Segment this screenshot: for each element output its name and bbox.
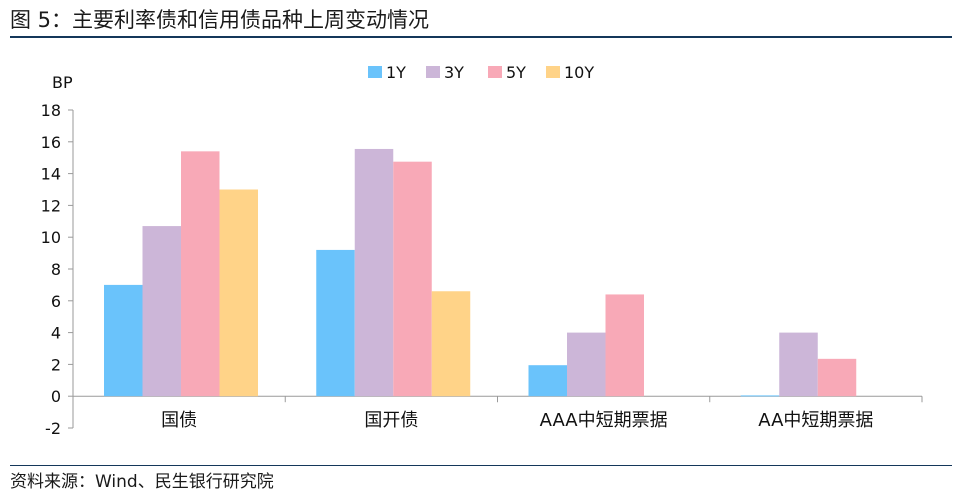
legend-swatch bbox=[546, 66, 560, 78]
bar-1Y-2 bbox=[316, 249, 355, 397]
legend-swatch bbox=[488, 66, 502, 78]
legend-label: 3Y bbox=[444, 63, 464, 82]
bar-1Y-4 bbox=[740, 395, 780, 397]
legend-label: 10Y bbox=[564, 63, 594, 82]
y-tick-label: 4 bbox=[51, 324, 61, 343]
y-tick-label: 18 bbox=[41, 101, 61, 120]
legend-swatch bbox=[368, 66, 382, 78]
bar-5Y-1 bbox=[181, 151, 220, 397]
y-tick-label: 0 bbox=[51, 387, 61, 406]
bar-1Y-1 bbox=[104, 284, 143, 397]
bar-10Y-1 bbox=[219, 189, 258, 397]
y-tick-label: 14 bbox=[41, 165, 61, 184]
x-category-label: 国债 bbox=[161, 410, 197, 431]
source-rule bbox=[10, 465, 952, 466]
y-tick-label: 2 bbox=[51, 355, 61, 374]
y-tick-label: 10 bbox=[41, 228, 61, 247]
bar-5Y-4 bbox=[817, 358, 857, 397]
bar-5Y-2 bbox=[393, 161, 432, 397]
bar-3Y-4 bbox=[779, 332, 818, 397]
y-tick-label: 8 bbox=[51, 260, 61, 279]
bar-5Y-3 bbox=[605, 294, 644, 397]
bar-3Y-1 bbox=[142, 226, 181, 397]
legend-label: 5Y bbox=[506, 63, 526, 82]
bar-3Y-2 bbox=[354, 148, 394, 397]
y-tick-label: 12 bbox=[41, 196, 61, 215]
chart-legend: 1Y 3Y 5Y 10Y bbox=[368, 63, 594, 82]
bar-1Y-3 bbox=[528, 365, 567, 397]
legend-label: 1Y bbox=[386, 63, 406, 82]
bar-3Y-3 bbox=[567, 332, 606, 397]
y-tick-label: 16 bbox=[41, 133, 61, 152]
bar-10Y-2 bbox=[431, 291, 471, 397]
chart-bars bbox=[104, 148, 857, 397]
y-tick-label: 6 bbox=[51, 292, 61, 311]
x-category-label: AAA中短期票据 bbox=[540, 410, 668, 431]
y-tick-label: -2 bbox=[45, 419, 61, 438]
legend-swatch bbox=[426, 66, 440, 78]
title-rule bbox=[10, 36, 952, 38]
x-category-label: 国开债 bbox=[364, 410, 418, 431]
source-note: 资料来源：Wind、民生银行研究院 bbox=[10, 472, 274, 492]
y-axis-label: BP bbox=[52, 73, 73, 92]
x-category-label: AA中短期票据 bbox=[758, 410, 873, 431]
figure-title: 图 5：主要利率债和信用债品种上周变动情况 bbox=[10, 8, 430, 32]
